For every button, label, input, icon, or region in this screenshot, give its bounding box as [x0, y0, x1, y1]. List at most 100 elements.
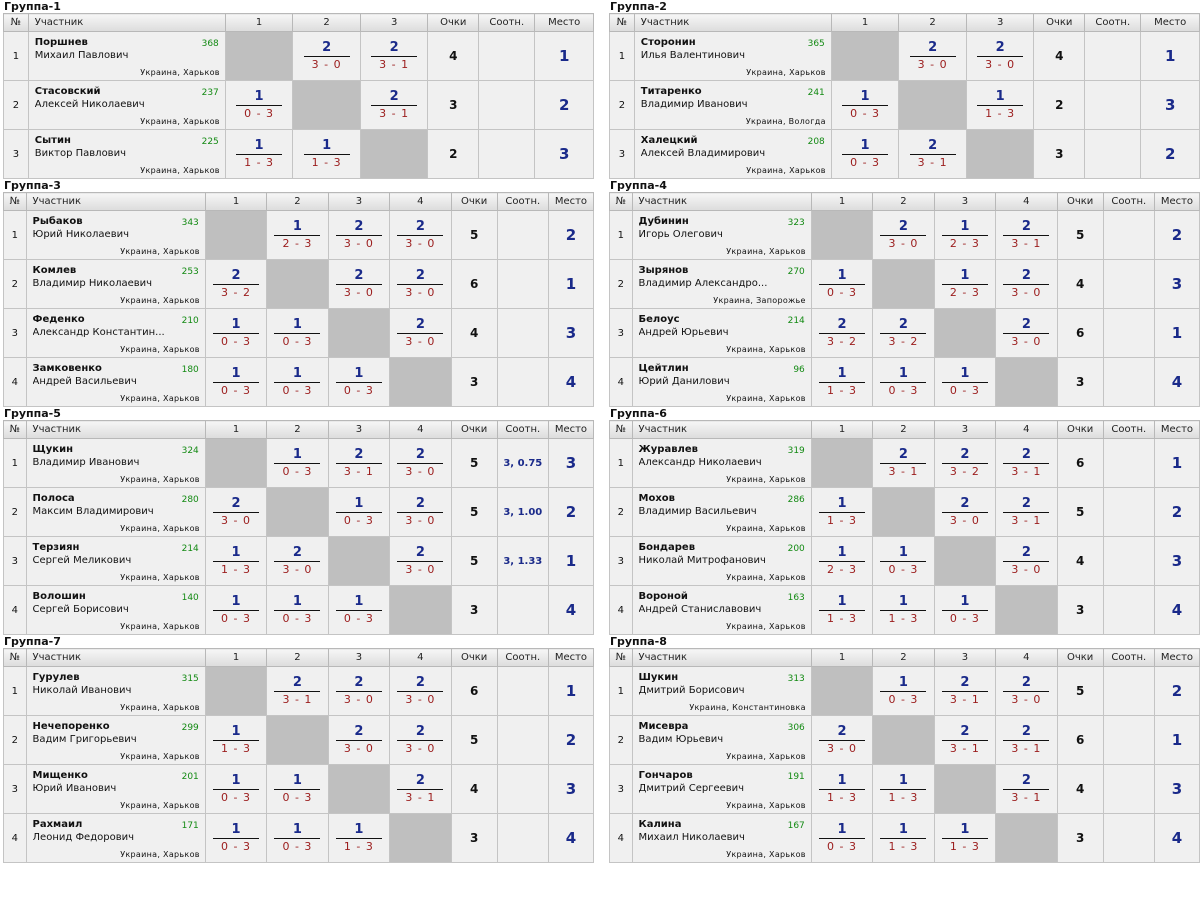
match-result[interactable]: 1 2 - 3 [933, 259, 997, 309]
player-surname[interactable]: Калина [638, 819, 682, 830]
match-result[interactable]: 2 3 - 0 [389, 536, 452, 586]
match-result[interactable]: 2 3 - 1 [995, 487, 1058, 537]
player-surname[interactable]: Халецкий [640, 135, 698, 146]
match-result[interactable]: 2 3 - 0 [872, 210, 935, 260]
match-result[interactable]: 1 2 - 3 [810, 536, 874, 586]
match-result[interactable]: 2 3 - 2 [810, 308, 874, 358]
match-result[interactable]: 2 3 - 2 [872, 308, 935, 358]
match-result[interactable]: 1 0 - 3 [204, 813, 268, 863]
match-result[interactable]: 1 0 - 3 [204, 357, 268, 407]
match-result[interactable]: 1 0 - 3 [266, 308, 329, 358]
match-result[interactable]: 1 0 - 3 [810, 813, 874, 863]
player-surname[interactable]: Нечепоренко [32, 721, 110, 732]
player-surname[interactable]: Цейтлин [638, 363, 689, 374]
match-result[interactable]: 1 0 - 3 [327, 357, 391, 407]
player-surname[interactable]: Рыбаков [32, 216, 83, 227]
match-result[interactable]: 1 1 - 3 [810, 764, 874, 814]
player-surname[interactable]: Гурулев [32, 672, 80, 683]
player-surname[interactable]: Сытин [34, 135, 71, 146]
match-result[interactable]: 1 0 - 3 [266, 813, 329, 863]
match-result[interactable]: 1 0 - 3 [810, 259, 874, 309]
match-result[interactable]: 2 3 - 0 [995, 308, 1058, 358]
player-surname[interactable]: Зырянов [638, 265, 689, 276]
match-result[interactable]: 2 3 - 1 [389, 764, 452, 814]
match-result[interactable]: 2 3 - 0 [898, 31, 967, 81]
match-result[interactable]: 1 1 - 3 [965, 80, 1035, 130]
player-surname[interactable]: Мищенко [32, 770, 88, 781]
player-surname[interactable]: Стасовский [34, 86, 101, 97]
match-result[interactable]: 1 1 - 3 [872, 585, 935, 635]
match-result[interactable]: 2 3 - 0 [389, 487, 452, 537]
match-result[interactable]: 1 0 - 3 [204, 308, 268, 358]
match-result[interactable]: 2 3 - 1 [933, 666, 997, 716]
match-result[interactable]: 1 1 - 3 [810, 585, 874, 635]
match-result[interactable]: 2 3 - 0 [933, 487, 997, 537]
player-surname[interactable]: Мохов [638, 493, 676, 504]
match-result[interactable]: 2 3 - 0 [995, 666, 1058, 716]
match-result[interactable]: 1 0 - 3 [266, 357, 329, 407]
match-result[interactable]: 1 0 - 3 [872, 357, 935, 407]
match-result[interactable]: 1 0 - 3 [830, 80, 900, 130]
match-result[interactable]: 1 0 - 3 [933, 357, 997, 407]
match-result[interactable]: 2 3 - 0 [810, 715, 874, 765]
player-surname[interactable]: Феденко [32, 314, 85, 325]
player-surname[interactable]: Сторонин [640, 37, 696, 48]
match-result[interactable]: 2 3 - 1 [995, 764, 1058, 814]
match-result[interactable]: 1 0 - 3 [830, 129, 900, 179]
match-result[interactable]: 1 0 - 3 [327, 585, 391, 635]
player-surname[interactable]: Вороной [638, 591, 688, 602]
player-surname[interactable]: Титаренко [640, 86, 702, 97]
player-surname[interactable]: Полоса [32, 493, 75, 504]
match-result[interactable]: 1 0 - 3 [327, 487, 391, 537]
match-result[interactable]: 1 0 - 3 [204, 585, 268, 635]
match-result[interactable]: 2 3 - 1 [995, 715, 1058, 765]
match-result[interactable]: 1 1 - 3 [224, 129, 294, 179]
player-surname[interactable]: Рахмаил [32, 819, 83, 830]
match-result[interactable]: 1 0 - 3 [204, 764, 268, 814]
match-result[interactable]: 1 1 - 3 [933, 813, 997, 863]
player-surname[interactable]: Дубинин [638, 216, 689, 227]
player-surname[interactable]: Терзиян [32, 542, 80, 553]
match-result[interactable]: 1 1 - 3 [204, 536, 268, 586]
player-surname[interactable]: Замковенко [32, 363, 102, 374]
match-result[interactable]: 2 3 - 2 [933, 438, 997, 488]
match-result[interactable]: 2 3 - 1 [898, 129, 967, 179]
match-result[interactable]: 1 0 - 3 [872, 536, 935, 586]
match-result[interactable]: 2 3 - 0 [389, 210, 452, 260]
match-result[interactable]: 2 3 - 1 [933, 715, 997, 765]
match-result[interactable]: 2 3 - 0 [327, 259, 391, 309]
match-result[interactable]: 1 1 - 3 [872, 813, 935, 863]
match-result[interactable]: 2 3 - 0 [389, 715, 452, 765]
match-result[interactable]: 2 3 - 0 [327, 666, 391, 716]
player-surname[interactable]: Мисевра [638, 721, 689, 732]
player-surname[interactable]: Комлев [32, 265, 77, 276]
player-surname[interactable]: Журавлев [638, 444, 698, 455]
match-result[interactable]: 2 3 - 0 [292, 31, 361, 81]
player-surname[interactable]: Щукин [32, 444, 74, 455]
match-result[interactable]: 2 3 - 0 [389, 308, 452, 358]
match-result[interactable]: 1 1 - 3 [292, 129, 361, 179]
match-result[interactable]: 2 3 - 0 [327, 715, 391, 765]
match-result[interactable]: 1 0 - 3 [933, 585, 997, 635]
match-result[interactable]: 1 0 - 3 [266, 438, 329, 488]
match-result[interactable]: 2 3 - 1 [872, 438, 935, 488]
player-surname[interactable]: Белоус [638, 314, 680, 325]
match-result[interactable]: 1 0 - 3 [266, 764, 329, 814]
match-result[interactable]: 1 0 - 3 [266, 585, 329, 635]
match-result[interactable]: 1 2 - 3 [933, 210, 997, 260]
player-surname[interactable]: Шукин [638, 672, 679, 683]
player-surname[interactable]: Волошин [32, 591, 86, 602]
match-result[interactable]: 1 1 - 3 [204, 715, 268, 765]
player-surname[interactable]: Поршнев [34, 37, 88, 48]
match-result[interactable]: 2 3 - 0 [327, 210, 391, 260]
match-result[interactable]: 2 3 - 0 [266, 536, 329, 586]
match-result[interactable]: 1 0 - 3 [224, 80, 294, 130]
match-result[interactable]: 2 3 - 0 [389, 666, 452, 716]
match-result[interactable]: 2 3 - 0 [965, 31, 1035, 81]
match-result[interactable]: 2 3 - 1 [995, 438, 1058, 488]
match-result[interactable]: 2 3 - 0 [389, 259, 452, 309]
match-result[interactable]: 2 3 - 1 [359, 31, 429, 81]
match-result[interactable]: 2 3 - 1 [327, 438, 391, 488]
match-result[interactable]: 1 1 - 3 [872, 764, 935, 814]
match-result[interactable]: 1 2 - 3 [266, 210, 329, 260]
